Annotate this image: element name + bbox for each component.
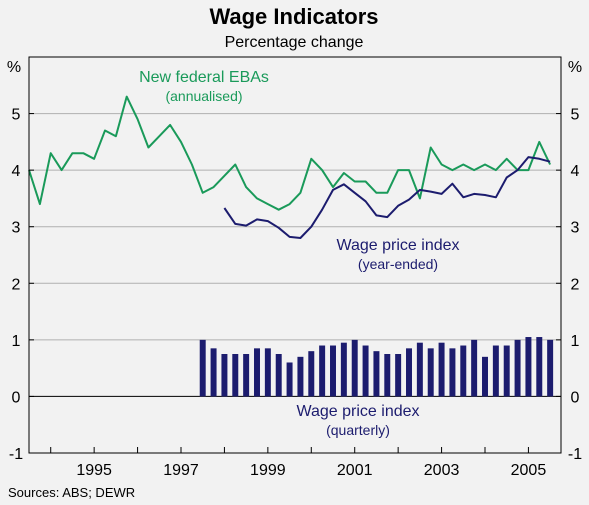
wpi-quarterly-bar — [373, 351, 380, 397]
wpi-quarterly-bar — [210, 348, 217, 397]
wpi-quarterly-bar — [264, 348, 271, 397]
right-axis-unit: % — [568, 59, 582, 76]
wpi-ye-sublabel: (year-ended) — [358, 256, 438, 272]
y-tick-label-left: -1 — [9, 446, 23, 463]
y-tick-label-left: 2 — [12, 276, 21, 293]
x-tick-label: 1999 — [250, 462, 286, 479]
wpi-quarterly-bar — [351, 339, 358, 397]
y-tick-label-right: 0 — [571, 389, 580, 406]
y-tick-label-left: 3 — [12, 220, 21, 237]
eba-label: New federal EBAs — [139, 69, 269, 86]
x-tick-label: 1995 — [76, 462, 112, 479]
wpi-quarterly-bar — [492, 345, 499, 397]
wpi-quarterly-bar — [471, 339, 478, 397]
y-tick-label-left: 1 — [12, 333, 21, 350]
wpi-quarterly-bar — [330, 345, 336, 397]
y-tick-label-right: 5 — [571, 107, 580, 124]
wpi-quarterly-bar — [232, 354, 239, 397]
wpi-quarterly-bar — [449, 348, 456, 397]
wpi-quarterly-bar — [308, 351, 315, 397]
eba-sublabel: (annualised) — [165, 88, 242, 104]
y-tick-label-right: 1 — [571, 333, 580, 350]
chart-subtitle: Percentage change — [225, 34, 364, 51]
y-tick-label-right: 2 — [571, 276, 580, 293]
tick-labels: -1 -1 0 0 1 1 2 2 3 3 4 4 5 5 1995 1997 1999 2001 2003 2005 — [9, 107, 582, 479]
plot-frame — [28, 56, 562, 454]
wpi-quarterly-bar — [416, 342, 423, 397]
wpi-quarterly-bar — [199, 339, 206, 397]
wpi-quarterly-bar — [362, 345, 369, 397]
left-axis-unit: % — [7, 59, 21, 76]
y-tick-label-left: 4 — [12, 163, 21, 180]
eba-series-line — [28, 95, 552, 211]
y-tick-label-right: 4 — [571, 163, 580, 180]
wpi-quarterly-bar — [525, 337, 532, 397]
wpi-quarterly-bar — [286, 362, 293, 397]
x-tick-label: 2005 — [511, 462, 547, 479]
wpi-quarterly-bar — [319, 345, 326, 397]
wpi-quarterly-bar — [297, 356, 304, 397]
wpi-q-label: Wage price index — [296, 403, 419, 420]
wpi-quarterly-bar — [340, 342, 347, 397]
wpi-quarterly-bar — [406, 348, 412, 397]
wpi-q-sublabel: (quarterly) — [326, 422, 390, 438]
wpi-quarterly-bar — [221, 354, 228, 397]
wpi-quarterly-bar — [460, 345, 467, 397]
x-tick-label: 2001 — [337, 462, 373, 479]
source-note: Sources: ABS; DEWR — [8, 485, 135, 500]
chart-title: Wage Indicators — [209, 4, 378, 29]
wpi-year-ended-line — [223, 156, 551, 239]
y-tick-label-right: -1 — [568, 446, 582, 463]
wpi-ye-label: Wage price index — [336, 237, 459, 254]
wpi-quarterly-bar — [395, 354, 402, 397]
wpi-quarterly-bar — [547, 339, 554, 397]
series-lines — [28, 95, 552, 239]
wpi-quarterly-bar — [438, 342, 445, 397]
wpi-quarterly-bar — [514, 339, 521, 397]
wpi-quarterly-bar — [536, 337, 543, 397]
wpi-quarterly-bar — [482, 356, 488, 397]
wpi-quarterly-bar — [427, 348, 434, 397]
wpi-quarterly-bar — [384, 354, 391, 397]
x-tick-label: 1997 — [163, 462, 199, 479]
x-tick-label: 2003 — [424, 462, 460, 479]
wpi-quarterly-bar — [254, 348, 260, 397]
wpi-quarterly-bar — [243, 354, 250, 397]
y-tick-label-right: 3 — [571, 220, 580, 237]
y-tick-label-left: 0 — [12, 389, 21, 406]
quarterly-bars — [199, 337, 554, 397]
y-tick-label-left: 5 — [12, 107, 21, 124]
wpi-quarterly-bar — [503, 345, 510, 397]
wpi-quarterly-bar — [275, 354, 282, 397]
